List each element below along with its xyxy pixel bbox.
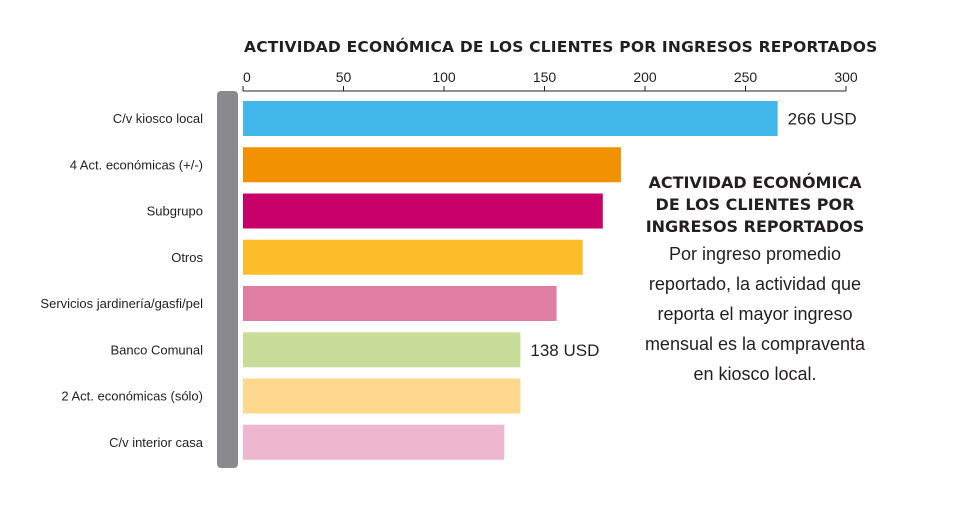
data-label: 138 USD xyxy=(530,341,599,360)
x-tick-label: 300 xyxy=(834,69,858,85)
bar xyxy=(243,378,521,414)
data-labels: 266 USD 138 USD xyxy=(530,110,856,360)
annotation-body-line: reporta el mayor ingreso xyxy=(657,304,853,324)
category-label: C/v kiosco local xyxy=(113,111,203,126)
category-label: Subgrupo xyxy=(147,204,203,219)
chart-title: ACTIVIDAD ECONÓMICA DE LOS CLIENTES POR … xyxy=(244,38,878,56)
x-tick-label: 100 xyxy=(432,69,456,85)
annotation-body-line: mensual es la compraventa xyxy=(644,334,866,354)
annotation-body-line: reportado, la actividad que xyxy=(648,274,862,294)
annotation-heading-line: INGRESOS REPORTADOS xyxy=(645,217,865,236)
x-tick-label: 150 xyxy=(533,69,557,85)
bars xyxy=(243,101,778,460)
x-tick-label: 200 xyxy=(633,69,657,85)
category-labels: C/v kiosco local 4 Act. económicas (+/-) S… xyxy=(40,111,203,450)
annotation-panel: ACTIVIDAD ECONÓMICA DE LOS CLIENTES POR … xyxy=(630,172,880,389)
bar xyxy=(243,101,778,136)
annotation-body-line: Por ingreso promedio xyxy=(668,244,842,264)
bar xyxy=(243,286,557,321)
category-label: C/v interior casa xyxy=(109,435,204,450)
x-tick-label: 50 xyxy=(336,69,352,85)
bar xyxy=(243,147,621,183)
annotation-body: Por ingreso promedio reportado, la activ… xyxy=(630,239,880,389)
category-axis-band xyxy=(217,91,238,468)
category-label: Otros xyxy=(171,250,203,265)
annotation-heading-line: ACTIVIDAD ECONÓMICA xyxy=(648,173,862,192)
bar xyxy=(243,193,603,229)
bar xyxy=(243,424,505,460)
category-label: Banco Comunal xyxy=(111,342,204,357)
x-axis: 0 50 100 150 200 250 300 xyxy=(242,69,858,92)
category-label: 4 Act. económicas (+/-) xyxy=(70,157,203,172)
category-label: 2 Act. económicas (sólo) xyxy=(61,389,203,404)
annotation-heading: ACTIVIDAD ECONÓMICA DE LOS CLIENTES POR … xyxy=(630,172,880,238)
annotation-heading-line: DE LOS CLIENTES POR xyxy=(655,195,855,214)
data-label: 266 USD xyxy=(788,110,857,129)
x-tick-label: 250 xyxy=(734,69,758,85)
category-label: Servicios jardinería/gasfi/pel xyxy=(40,296,203,311)
bar xyxy=(243,332,521,368)
x-tick-label: 0 xyxy=(243,69,251,85)
bar xyxy=(243,239,583,275)
annotation-body-line: en kiosco local. xyxy=(693,364,817,384)
